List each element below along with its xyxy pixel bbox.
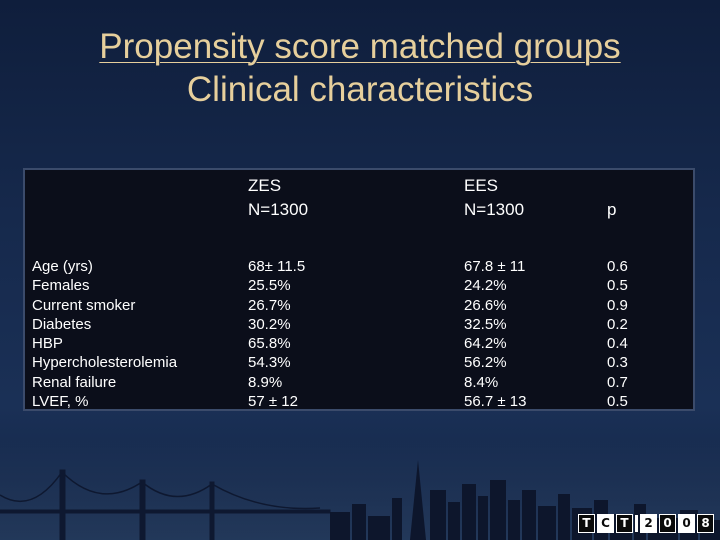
zes-value: 65.8% xyxy=(248,335,291,353)
p-value: 0.9 xyxy=(607,296,628,314)
p-value: 0.3 xyxy=(607,354,628,372)
zes-value: 68± 11.5 xyxy=(248,258,306,275)
row-label: Age (yrs) xyxy=(32,258,93,275)
p-value: 0.5 xyxy=(607,277,628,295)
zes-value: 57 ± 12 xyxy=(248,393,298,411)
zes-value: 26.7% xyxy=(248,296,291,314)
row-label: Diabetes xyxy=(32,315,92,333)
header-zes-name: ZES xyxy=(248,176,282,195)
ees-value: 67.8 ± 11 xyxy=(464,258,526,275)
logo-separator xyxy=(635,514,638,532)
ees-value: 56.2% xyxy=(464,354,507,372)
ees-value: 56.7 ± 13 xyxy=(464,393,527,411)
zes-value: 54.3% xyxy=(248,354,291,372)
ees-value: 26.6% xyxy=(464,296,507,314)
city-skyline-image xyxy=(0,440,720,540)
p-value: 0.5 xyxy=(607,393,628,411)
logo-letter: T xyxy=(578,513,595,533)
ees-value: 8.4% xyxy=(464,373,499,391)
logo-letter: C xyxy=(597,513,614,533)
header-zes: ZES N=1300 xyxy=(248,174,308,222)
logo-letter: 0 xyxy=(659,513,676,533)
p-value: 0.6 xyxy=(607,258,628,275)
header-ees: EES N=1300 xyxy=(464,174,524,222)
row-label: Hypercholesterolemia xyxy=(32,354,178,372)
header-ees-n: N=1300 xyxy=(464,200,525,219)
p-value: 0.2 xyxy=(607,315,628,333)
ees-value: 24.2% xyxy=(464,277,507,295)
header-p: p xyxy=(607,200,617,219)
row-label: Current smoker xyxy=(32,296,136,314)
p-value: 0.4 xyxy=(607,335,628,353)
row-label: Females xyxy=(32,277,90,295)
ees-value: 32.5% xyxy=(464,315,507,333)
logo-letter: 8 xyxy=(697,513,714,533)
clinical-table: ZES N=1300 EES N=1300 p Age (yrs) Female… xyxy=(23,168,695,411)
row-label: HBP xyxy=(32,335,63,353)
logo-letter: 0 xyxy=(678,513,695,533)
row-label: LVEF, % xyxy=(32,393,89,411)
zes-column: 68± 11.5 25.5% 26.7% 30.2% 65.8% 54.3% 8… xyxy=(248,257,305,411)
p-column: 0.6 0.5 0.9 0.2 0.4 0.3 0.7 0.5 xyxy=(607,257,628,411)
ees-column: 67.8 ± 11 24.2% 26.6% 32.5% 64.2% 56.2% … xyxy=(464,257,526,411)
tct-2008-logo: T C T 2 0 0 8 xyxy=(578,513,714,533)
zes-value: 25.5% xyxy=(248,277,291,295)
zes-value: 8.9% xyxy=(248,373,283,391)
header-zes-n: N=1300 xyxy=(248,200,309,219)
row-label: Renal failure xyxy=(32,373,117,391)
slide-title: Propensity score matched groups Clinical… xyxy=(0,26,720,110)
p-value: 0.7 xyxy=(607,373,628,391)
header-ees-name: EES xyxy=(464,176,499,195)
title-line-1: Propensity score matched groups xyxy=(99,27,621,66)
title-line-2: Clinical characteristics xyxy=(186,70,534,109)
zes-value: 30.2% xyxy=(248,315,291,333)
bridge-silhouette xyxy=(0,469,331,540)
label-column: Age (yrs) Females Current smoker Diabete… xyxy=(32,257,177,411)
logo-letter: 2 xyxy=(640,513,657,533)
logo-letter: T xyxy=(616,513,633,533)
ees-value: 64.2% xyxy=(464,335,507,353)
